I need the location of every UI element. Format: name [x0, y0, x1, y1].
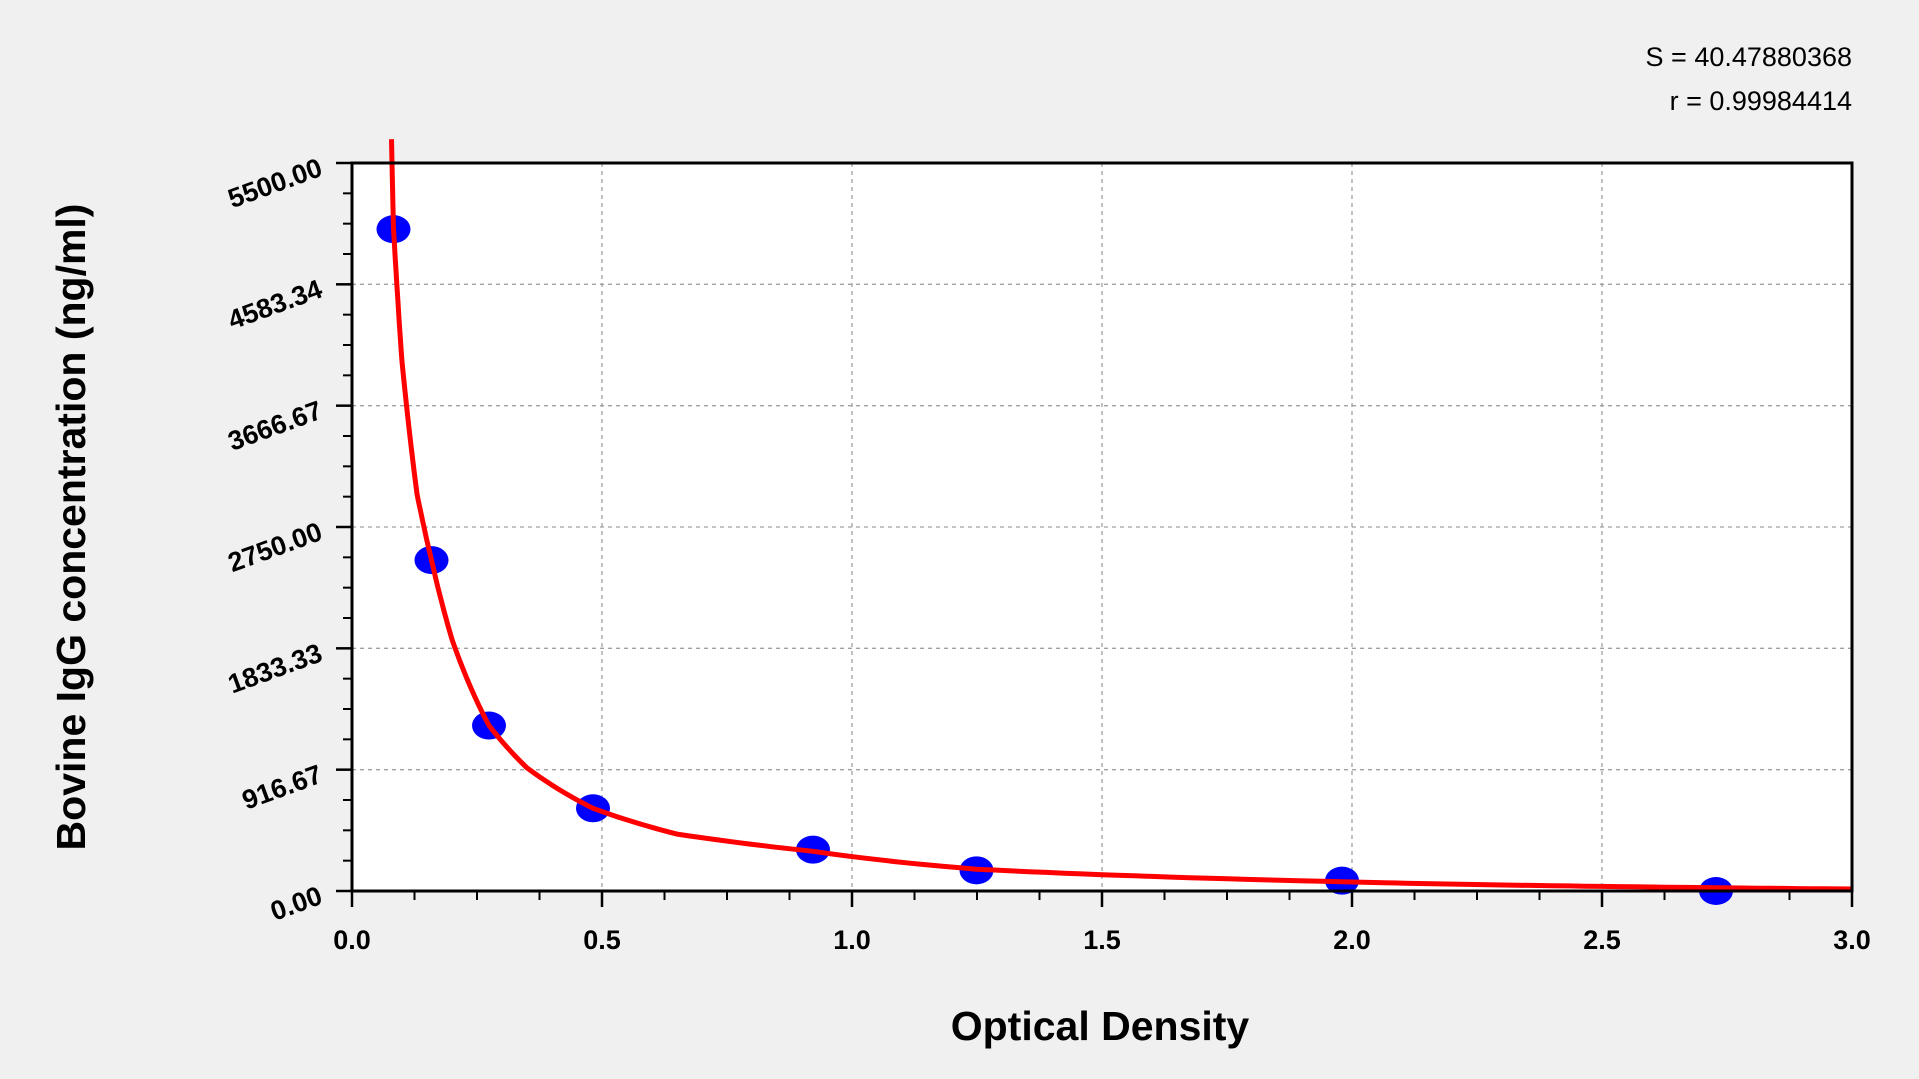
x-tick-label: 0.0: [333, 925, 371, 955]
stat-r: r = 0.99984414: [1670, 86, 1852, 116]
y-tick-label: 2750.00: [224, 516, 326, 578]
x-tick-label: 2.5: [1583, 925, 1621, 955]
y-tick-label: 4583.34: [224, 274, 326, 336]
y-tick-label: 0.00: [266, 880, 326, 926]
x-axis-title: Optical Density: [951, 1003, 1250, 1049]
plot-frame: [350, 161, 1854, 893]
y-tick-label: 1833.33: [224, 638, 326, 700]
x-tick-label: 3.0: [1833, 925, 1871, 955]
x-tick-label: 2.0: [1333, 925, 1371, 955]
stat-s: S = 40.47880368: [1646, 42, 1852, 72]
y-tick-label: 5500.00: [224, 152, 326, 214]
x-tick-label: 0.5: [583, 925, 621, 955]
y-tick-label: 916.67: [238, 759, 326, 815]
x-tick-label: 1.5: [1083, 925, 1121, 955]
y-tick-label: 3666.67: [224, 395, 326, 457]
x-tick-label: 1.0: [833, 925, 871, 955]
grid-lines: [352, 163, 1852, 891]
fit-curve-layer: [389, 139, 1853, 892]
y-axis-title: Bovine IgG concentration (ng/ml): [48, 204, 94, 851]
fit-curve-line: [389, 139, 1853, 892]
